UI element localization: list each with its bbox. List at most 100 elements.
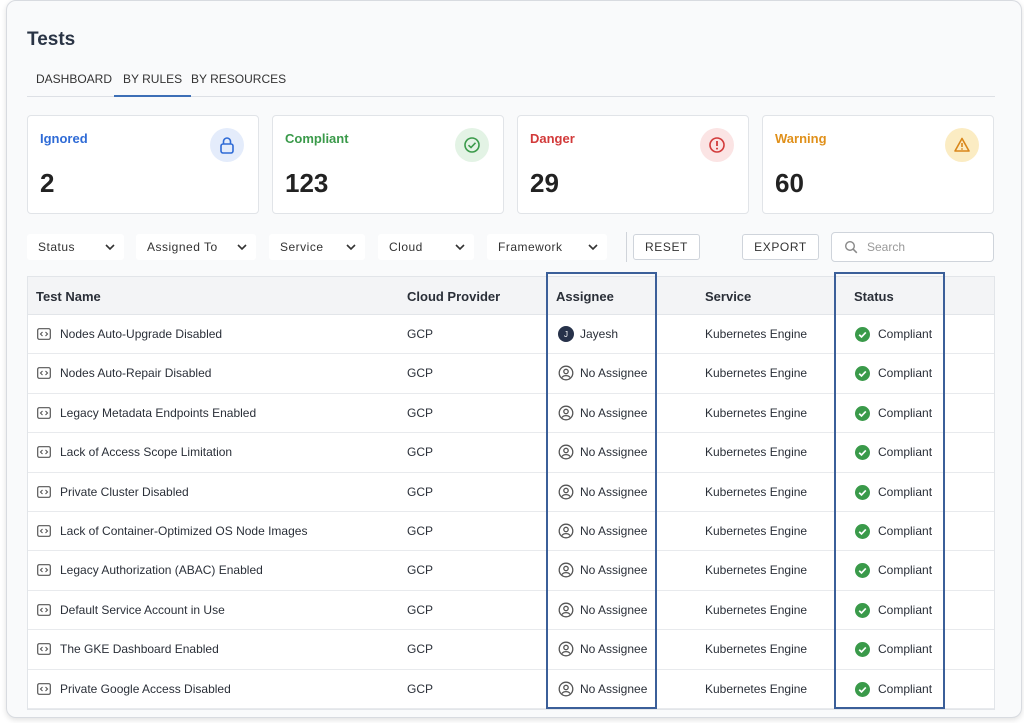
status-cell: Compliant — [878, 327, 933, 341]
card-ignored[interactable]: Ignored 2 — [27, 115, 259, 214]
table-row[interactable]: Private Cluster Disabled GCP No Assignee… — [28, 473, 994, 512]
user-outline-icon — [558, 681, 574, 696]
search-box — [831, 232, 994, 262]
service-cell: Kubernetes Engine — [705, 642, 808, 657]
table-row[interactable]: Legacy Authorization (ABAC) Enabled GCP … — [28, 551, 994, 591]
table-row[interactable]: The GKE Dashboard Enabled GCP No Assigne… — [28, 630, 994, 670]
export-button[interactable]: EXPORT — [742, 234, 819, 260]
code-icon — [37, 525, 51, 537]
service-cell: Kubernetes Engine — [705, 405, 808, 420]
table-row[interactable]: Nodes Auto-Upgrade Disabled GCP J Jayesh… — [28, 315, 994, 355]
cloud-provider-cell: GCP — [407, 642, 434, 657]
test-name-link[interactable]: Legacy Authorization (ABAC) Enabled — [60, 563, 263, 578]
table-row[interactable]: Nodes Auto-Repair Disabled GCP No Assign… — [28, 354, 994, 394]
tab-dashboard[interactable]: DASHBOARD — [36, 72, 113, 86]
check-circle-icon — [855, 523, 870, 539]
test-name-link[interactable]: Nodes Auto-Repair Disabled — [60, 366, 212, 381]
card-value: 60 — [775, 168, 804, 198]
card-label: Compliant — [285, 131, 349, 146]
alert-circle-icon — [700, 128, 734, 162]
test-name-link[interactable]: Lack of Access Scope Limitation — [60, 445, 233, 460]
assignee-cell[interactable]: No Assignee — [580, 405, 648, 420]
check-circle-icon — [855, 445, 870, 461]
table-row[interactable]: Legacy Metadata Endpoints Enabled GCP No… — [28, 394, 994, 434]
assignee-cell[interactable]: No Assignee — [580, 563, 648, 578]
tab-by-rules[interactable]: BY RULES — [114, 72, 192, 97]
card-danger[interactable]: Danger 29 — [517, 115, 749, 214]
card-value: 2 — [40, 168, 55, 198]
check-circle-icon — [855, 681, 870, 697]
assignee-cell[interactable]: No Assignee — [580, 484, 648, 499]
user-outline-icon — [558, 523, 574, 539]
assignee-cell[interactable]: No Assignee — [580, 642, 648, 657]
service-cell: Kubernetes Engine — [705, 445, 808, 460]
filter-assigned-to[interactable]: Assigned To — [136, 234, 256, 260]
status-cell: Compliant — [878, 366, 933, 381]
reset-button[interactable]: RESET — [633, 234, 700, 260]
status-cell: Compliant — [878, 445, 933, 460]
column-header-assignee[interactable]: Assignee — [556, 289, 614, 304]
card-warning[interactable]: Warning 60 — [762, 115, 994, 214]
assignee-cell[interactable]: Jayesh — [580, 327, 619, 341]
table-row[interactable]: Lack of Access Scope Limitation GCP No A… — [28, 433, 994, 473]
filter-label: Status — [38, 240, 76, 254]
assignee-cell[interactable]: No Assignee — [580, 602, 648, 617]
card-compliant[interactable]: Compliant 123 — [272, 115, 504, 214]
test-name-link[interactable]: Lack of Container-Optimized OS Node Imag… — [60, 523, 308, 538]
user-outline-icon — [558, 602, 574, 618]
column-header-service[interactable]: Service — [705, 289, 752, 304]
test-name-link[interactable]: Nodes Auto-Upgrade Disabled — [60, 327, 223, 341]
tab-by-resources[interactable]: BY RESOURCES — [191, 72, 287, 86]
assignee-cell[interactable]: No Assignee — [580, 681, 648, 696]
table-header: Test Name Cloud Provider Assignee Servic… — [28, 277, 994, 315]
card-value: 29 — [530, 168, 559, 198]
filter-framework[interactable]: Framework — [487, 234, 607, 260]
code-icon — [37, 564, 51, 577]
app-window: Tests DASHBOARD BY RULES BY RESOURCES Ig… — [6, 0, 1022, 718]
table-row[interactable]: Private Google Access Disabled GCP No As… — [28, 670, 994, 709]
check-circle-icon — [855, 602, 870, 618]
chevron-down-icon — [105, 244, 115, 251]
code-icon — [37, 682, 51, 695]
assignee-cell[interactable]: No Assignee — [580, 445, 648, 460]
table-row[interactable]: Lack of Container-Optimized OS Node Imag… — [28, 512, 994, 552]
card-label: Ignored — [40, 131, 88, 146]
filter-cloud[interactable]: Cloud — [378, 234, 474, 260]
column-header-test-name[interactable]: Test Name — [36, 289, 101, 304]
test-name-link[interactable]: Private Google Access Disabled — [60, 681, 231, 696]
search-input[interactable] — [867, 240, 987, 254]
tests-table: Test Name Cloud Provider Assignee Servic… — [27, 276, 995, 710]
test-name-link[interactable]: Default Service Account in Use — [60, 602, 225, 617]
service-cell: Kubernetes Engine — [705, 484, 808, 499]
card-label: Warning — [775, 131, 827, 146]
test-name-link[interactable]: Legacy Metadata Endpoints Enabled — [60, 405, 257, 420]
cloud-provider-cell: GCP — [407, 366, 434, 381]
filter-status[interactable]: Status — [27, 234, 124, 260]
column-header-cloud-provider[interactable]: Cloud Provider — [407, 289, 501, 304]
filter-label: Cloud — [389, 240, 423, 254]
code-icon — [37, 406, 51, 419]
chevron-down-icon — [237, 244, 247, 251]
service-cell: Kubernetes Engine — [705, 523, 808, 538]
test-name-link[interactable]: The GKE Dashboard Enabled — [60, 642, 219, 657]
filter-service[interactable]: Service — [269, 234, 365, 260]
code-icon — [37, 328, 51, 340]
check-circle-icon — [855, 563, 870, 579]
user-outline-icon — [558, 365, 574, 381]
test-name-link[interactable]: Private Cluster Disabled — [60, 484, 189, 499]
assignee-cell[interactable]: No Assignee — [580, 366, 648, 381]
chevron-down-icon — [346, 244, 356, 251]
status-cell: Compliant — [878, 563, 933, 578]
assignee-cell[interactable]: No Assignee — [580, 523, 648, 538]
status-cell: Compliant — [878, 405, 933, 420]
user-outline-icon — [558, 484, 574, 500]
cloud-provider-cell: GCP — [407, 405, 434, 420]
table-row[interactable]: Default Service Account in Use GCP No As… — [28, 591, 994, 631]
user-outline-icon — [558, 641, 574, 657]
check-circle-icon — [855, 484, 870, 500]
cloud-provider-cell: GCP — [407, 445, 434, 460]
column-header-status[interactable]: Status — [854, 289, 894, 304]
cloud-provider-cell: GCP — [407, 681, 434, 696]
card-label: Danger — [530, 131, 575, 146]
user-avatar: J — [558, 326, 574, 342]
